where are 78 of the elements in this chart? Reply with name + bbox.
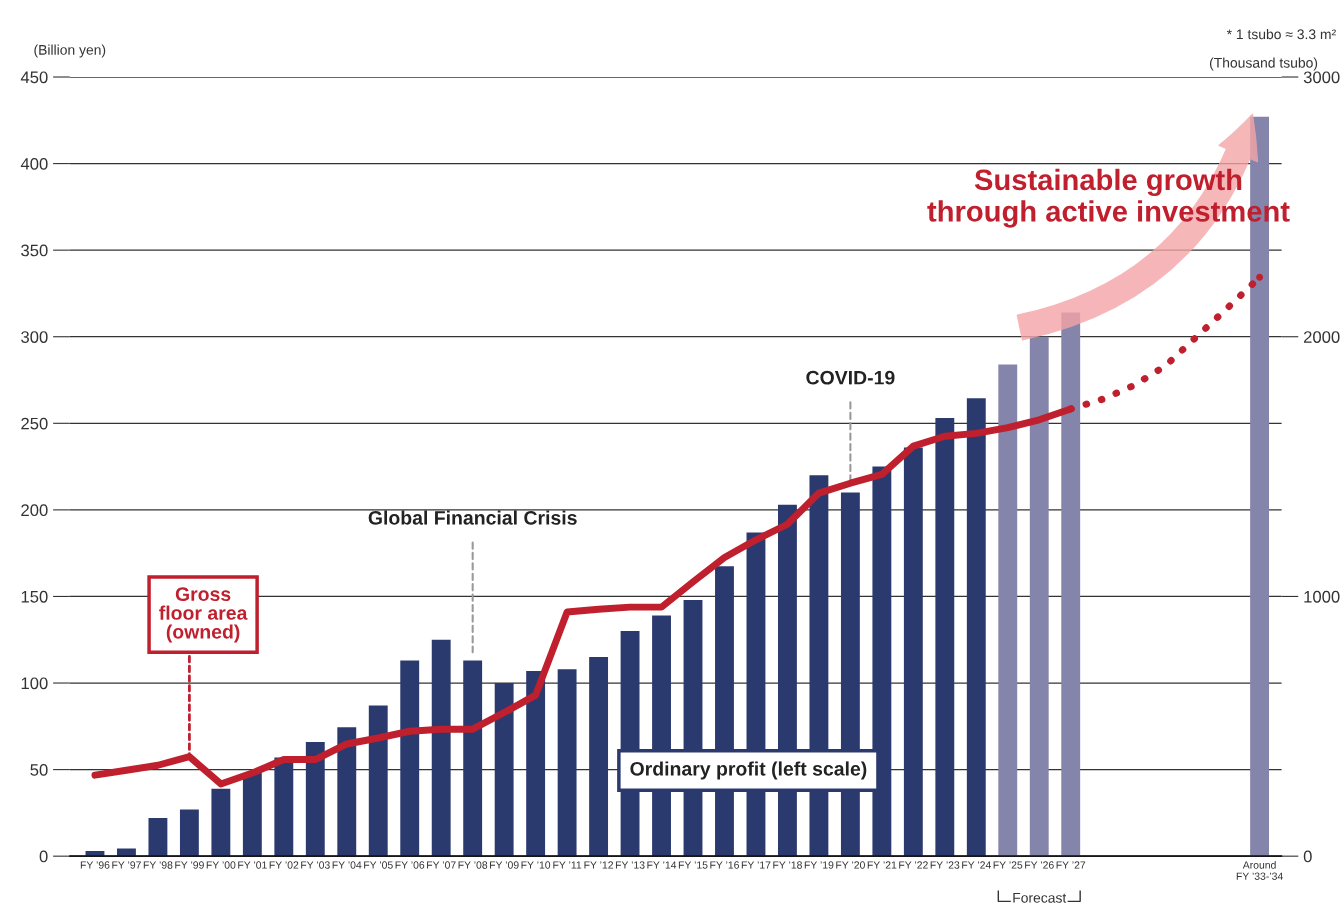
bar (305, 741, 325, 857)
x-tick-label: FY ’20 (836, 861, 865, 869)
x-tick-label: FY ’02 (269, 861, 299, 869)
bar (117, 848, 136, 857)
x-tick-label: FY ’24 (962, 861, 991, 869)
bar (557, 669, 577, 857)
x-tick-label: FY ’05 (364, 861, 393, 869)
text: * 1 tsubo ≈ 3.3 m² (1226, 29, 1336, 40)
bar (935, 418, 955, 857)
y2-tick-label: 0 (1303, 850, 1312, 863)
bar (903, 447, 923, 857)
bar (274, 757, 294, 857)
x-tick-label: FY ’10 (521, 861, 551, 869)
y2-tick-label: 2000 (1303, 331, 1340, 343)
x-tick-label: FY ’14 (647, 861, 677, 869)
y2-axis-title: (Thousand tsubo) (1209, 57, 1318, 71)
x-tick-label: FY ’07 (427, 861, 456, 869)
y2-tick-label: 3000 (1303, 71, 1340, 84)
bar (179, 809, 199, 857)
x-tick-label: FY ’08 (458, 861, 488, 869)
bar (494, 683, 514, 857)
x-tick-label: FY ’18 (773, 861, 802, 869)
x-tick-label: FY ’00 (206, 861, 236, 869)
bar (85, 850, 105, 857)
x-tick-label: FY ’27 (1056, 861, 1086, 869)
x-tick-label: FY ’11 (553, 861, 582, 869)
y-tick-label: 0 (39, 850, 48, 863)
annotation: COVID-19 (806, 370, 895, 385)
bar (148, 818, 168, 857)
x-tick-label: FY ’98 (143, 861, 173, 869)
x-tick-label: FY ’17 (741, 861, 771, 869)
bar (211, 788, 231, 857)
y-tick-label: 450 (20, 71, 48, 84)
bar (337, 727, 357, 857)
x-tick-label: FY ’15 (678, 861, 708, 869)
y-axis-title: (Billion yen) (34, 44, 106, 58)
bar (400, 660, 420, 857)
x-tick-label: FY ’25 (993, 861, 1023, 869)
x-tick-label: FY ’09 (490, 861, 519, 869)
bar (589, 657, 609, 857)
x-tick-label: FY ’01 (238, 861, 267, 869)
x-tick-label: FY ’96 (80, 861, 110, 869)
text: Gross floor area (owned) (159, 587, 248, 643)
y-tick-label: 250 (21, 417, 48, 430)
y-tick-label: 200 (21, 504, 48, 517)
x-tick-label: FY ’97 (112, 861, 141, 869)
y-tick-label: 150 (21, 590, 48, 603)
bar (242, 773, 262, 857)
x-tick-label: FY ’12 (584, 861, 614, 869)
x-tick-label: FY ’03 (301, 861, 330, 869)
x-tick-label: FY ’22 (899, 861, 928, 869)
text: Forecast (1013, 893, 1067, 903)
x-tick-label: Around FY ’33-’34 (1236, 861, 1283, 880)
x-tick-label: FY ’13 (615, 861, 645, 869)
annotation: Global Financial Crisis (368, 510, 577, 525)
y2-tick-label: 1000 (1304, 590, 1340, 603)
y-tick-label: 50 (30, 764, 48, 776)
x-tick-label: FY ’06 (395, 861, 425, 869)
series-label: Ordinary profit (left scale) (630, 761, 867, 780)
x-tick-label: FY ’21 (867, 861, 897, 869)
x-tick-label: FY ’26 (1025, 861, 1054, 869)
annotation: Sustainable growth through active investment (927, 168, 1290, 228)
bar (1029, 336, 1049, 857)
x-tick-label: FY ’19 (804, 861, 834, 869)
bar (463, 660, 483, 857)
x-tick-label: FY ’23 (930, 861, 960, 869)
y-tick-label: 400 (20, 157, 48, 170)
x-tick-label: FY ’04 (332, 861, 362, 869)
x-tick-label: FY ’16 (710, 861, 739, 869)
bar (431, 639, 451, 857)
bar (998, 364, 1018, 857)
y-tick-label: 300 (21, 331, 48, 343)
y-tick-label: 100 (21, 677, 48, 690)
bar (966, 398, 986, 857)
bar (368, 705, 388, 857)
x-tick-label: FY ’99 (175, 861, 204, 869)
bar (526, 670, 546, 857)
y-tick-label: 350 (21, 244, 48, 257)
